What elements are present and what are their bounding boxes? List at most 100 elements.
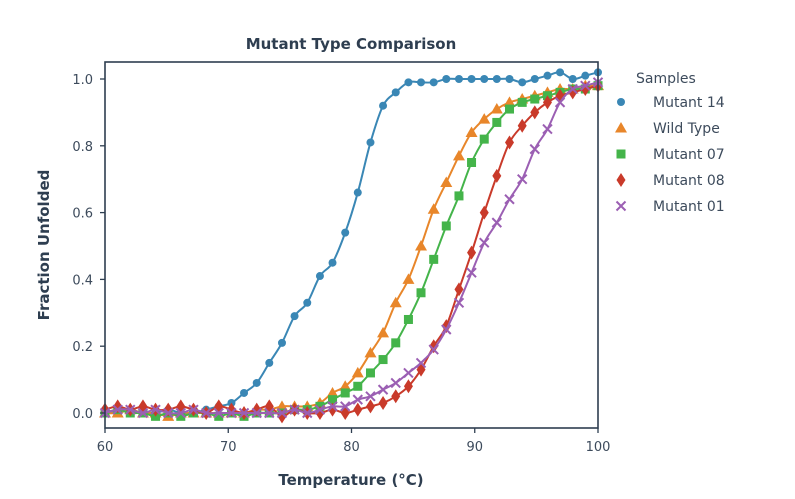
data-point — [454, 191, 464, 201]
fit-line — [104, 84, 599, 418]
data-point — [467, 158, 477, 167]
data-point — [314, 404, 326, 415]
data-point — [351, 366, 364, 378]
data-point — [264, 407, 275, 419]
data-point — [365, 391, 376, 402]
y-tick-label: 0.2 — [72, 340, 93, 355]
data-point — [150, 404, 161, 415]
data-point — [226, 407, 237, 419]
data-point — [429, 254, 439, 264]
data-point — [429, 339, 439, 354]
data-point — [353, 381, 363, 391]
data-point — [175, 407, 187, 419]
data-point — [112, 404, 123, 415]
y-tick-label: 0.0 — [72, 407, 93, 422]
data-point — [378, 395, 388, 410]
series-mutant-08 — [100, 78, 603, 424]
x-tick-label: 90 — [466, 440, 483, 455]
data-point — [302, 407, 313, 419]
data-point — [529, 143, 540, 155]
data-point — [479, 205, 489, 220]
fit-line — [104, 84, 599, 418]
data-point — [490, 103, 503, 114]
data-point — [517, 118, 527, 133]
data-point — [275, 400, 288, 411]
data-point — [478, 113, 491, 124]
data-point — [516, 173, 528, 185]
legend-title: Samples — [636, 71, 696, 87]
plot-frame — [104, 61, 599, 429]
x-axis: 60 70 80 90 100 — [97, 428, 610, 455]
data-point — [352, 394, 363, 405]
data-point — [415, 357, 427, 369]
data-point — [518, 78, 527, 87]
data-point — [353, 188, 362, 197]
series-wild-type — [99, 79, 604, 421]
data-point — [492, 168, 502, 183]
data-point — [492, 117, 502, 127]
data-point — [454, 75, 463, 83]
data-point — [340, 388, 350, 398]
data-point — [315, 272, 324, 281]
data-point — [404, 78, 413, 87]
data-point — [517, 97, 527, 107]
data-point — [467, 75, 476, 83]
data-point — [403, 314, 413, 324]
data-point — [238, 407, 250, 419]
data-point — [491, 217, 503, 228]
data-point — [176, 411, 186, 421]
plot-area — [99, 68, 604, 424]
data-point — [214, 411, 224, 421]
data-point — [188, 404, 199, 415]
legend-marker-diamond-icon — [616, 173, 626, 187]
data-point — [366, 138, 375, 147]
data-point — [200, 407, 212, 419]
data-point — [378, 355, 388, 365]
x-tick-label: 60 — [97, 440, 114, 455]
data-point — [530, 94, 540, 104]
data-point — [265, 358, 274, 367]
data-point — [327, 401, 338, 412]
data-point — [530, 75, 539, 83]
data-point — [252, 378, 261, 387]
data-point — [125, 404, 136, 415]
data-point — [391, 389, 401, 404]
data-point — [441, 221, 451, 231]
data-point — [328, 258, 337, 267]
data-point — [353, 402, 363, 417]
data-point — [290, 312, 299, 321]
data-point — [277, 338, 286, 347]
data-point — [505, 75, 514, 83]
data-point — [453, 297, 465, 308]
data-point — [452, 149, 465, 161]
data-point — [479, 134, 489, 144]
data-point — [417, 78, 426, 87]
legend-marker-circle-icon — [617, 98, 625, 106]
y-tick-label: 0.8 — [72, 140, 93, 155]
data-point — [530, 105, 540, 120]
data-point — [480, 75, 489, 83]
data-point — [303, 298, 312, 307]
data-point — [505, 104, 515, 114]
data-point — [402, 273, 415, 284]
data-point — [567, 83, 578, 95]
legend-marker-triangle-icon — [615, 122, 627, 133]
data-point — [442, 75, 451, 83]
data-point — [568, 75, 577, 83]
data-point — [340, 401, 351, 412]
legend-item-label: Mutant 01 — [653, 199, 725, 215]
data-point — [441, 324, 452, 335]
data-point — [503, 96, 516, 107]
legend: Samples Mutant 14 Wild Type Mutant 07 Mutan… — [615, 71, 725, 215]
data-point — [240, 388, 249, 397]
data-point — [364, 346, 377, 358]
x-tick-label: 80 — [343, 440, 360, 455]
data-point — [479, 237, 490, 248]
data-point — [580, 80, 591, 91]
series-mutant-07 — [100, 81, 603, 421]
data-point — [428, 344, 439, 355]
data-point — [403, 367, 414, 379]
y-tick-label: 0.6 — [72, 207, 93, 222]
data-point — [213, 407, 224, 419]
